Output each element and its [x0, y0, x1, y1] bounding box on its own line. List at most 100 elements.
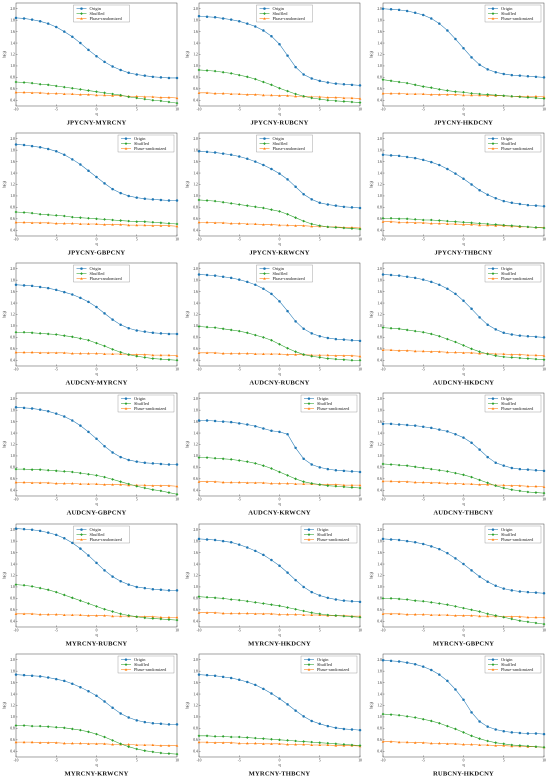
data-point	[38, 286, 42, 289]
y-tick-label: 1.0	[194, 585, 199, 589]
data-point	[326, 743, 330, 746]
data-point	[421, 85, 425, 88]
data-point	[167, 588, 171, 592]
data-point	[46, 287, 50, 290]
data-point	[389, 463, 393, 467]
data-point	[351, 728, 354, 731]
data-point	[238, 352, 241, 355]
data-point	[302, 483, 306, 486]
legend-marker	[124, 662, 128, 666]
x-tick-label: -5	[55, 108, 58, 112]
x-tick-label: 0	[279, 238, 281, 242]
y-tick-label: 1.2	[10, 183, 15, 187]
data-point	[381, 348, 385, 352]
data-point	[197, 221, 201, 224]
y-tick-label: 0.4	[194, 749, 199, 753]
data-point	[381, 92, 385, 95]
y-tick-label: 1.2	[194, 573, 199, 577]
data-point	[510, 488, 513, 492]
legend-marker	[80, 277, 83, 280]
data-point	[478, 316, 481, 319]
legend-box	[256, 265, 313, 283]
data-point	[542, 205, 545, 208]
data-point	[302, 480, 306, 484]
data-point	[79, 424, 82, 428]
x-tick-label: 10	[359, 498, 363, 502]
data-point	[62, 222, 66, 225]
data-point	[485, 481, 489, 485]
data-point	[413, 83, 417, 87]
y-tick-label: 1.6	[377, 30, 382, 34]
data-point	[254, 462, 258, 466]
data-point	[46, 410, 50, 414]
y-tick-label: 1.0	[194, 455, 199, 459]
data-point	[502, 487, 505, 490]
data-point	[205, 734, 209, 738]
data-point	[262, 687, 265, 690]
data-point	[286, 310, 290, 313]
data-point	[405, 714, 409, 718]
legend-label: Origin	[317, 527, 329, 532]
y-tick-label: 0.4	[377, 619, 382, 623]
data-point	[175, 588, 179, 592]
data-point	[437, 222, 441, 225]
legend-marker	[80, 537, 83, 541]
data-point	[197, 734, 201, 738]
data-point	[351, 470, 354, 474]
data-point	[30, 407, 34, 411]
data-point	[214, 326, 217, 330]
legend-marker	[491, 527, 494, 531]
x-tick-label: 10	[359, 108, 363, 112]
data-point	[294, 742, 298, 746]
data-point	[405, 9, 409, 13]
x-tick-label: 0	[96, 368, 98, 372]
data-point	[111, 478, 114, 482]
y-tick-label: 0.8	[377, 336, 382, 340]
data-point	[79, 352, 82, 355]
legend-marker	[263, 267, 267, 271]
data-point	[159, 588, 163, 591]
y-tick-label: 0.6	[377, 347, 382, 351]
data-point	[197, 351, 201, 355]
x-tick-label: 10	[175, 238, 179, 242]
data-point	[405, 539, 409, 543]
x-tick-label: 10	[542, 368, 546, 372]
y-tick-label: 2.0	[377, 528, 382, 532]
data-point	[111, 348, 114, 352]
data-point	[445, 93, 449, 96]
data-point	[526, 204, 529, 207]
data-point	[95, 90, 98, 94]
data-point	[222, 539, 225, 543]
data-point	[95, 175, 98, 179]
data-point	[445, 613, 449, 616]
data-point	[159, 221, 163, 225]
y-tick-label: 1.6	[10, 160, 15, 164]
data-point	[246, 93, 249, 96]
y-tick-label: 0.8	[194, 76, 199, 80]
data-point	[55, 533, 58, 536]
x-tick-label: -10	[197, 368, 202, 372]
data-point	[518, 484, 521, 488]
data-point	[397, 480, 401, 484]
y-tick-label: 1.4	[377, 692, 382, 696]
data-point	[421, 467, 425, 470]
y-tick-label: 1.8	[10, 539, 15, 543]
legend-marker	[307, 537, 311, 541]
data-point	[78, 337, 82, 341]
y-tick-label: 1.0	[10, 455, 15, 459]
data-point	[437, 93, 441, 96]
y-tick-label: 0.6	[377, 738, 382, 742]
data-point	[30, 221, 34, 225]
data-point	[46, 147, 50, 151]
y-tick-label: 1.0	[10, 324, 15, 328]
data-point	[70, 741, 74, 745]
x-tick-label: 0	[279, 108, 281, 112]
x-tick-label: 0	[462, 758, 464, 762]
data-point	[453, 37, 457, 41]
data-point	[286, 702, 290, 706]
data-point	[46, 530, 50, 534]
y-tick-label: 0.6	[194, 87, 199, 91]
data-point	[350, 354, 354, 358]
data-point	[46, 725, 50, 728]
x-tick-label: -5	[238, 628, 241, 632]
